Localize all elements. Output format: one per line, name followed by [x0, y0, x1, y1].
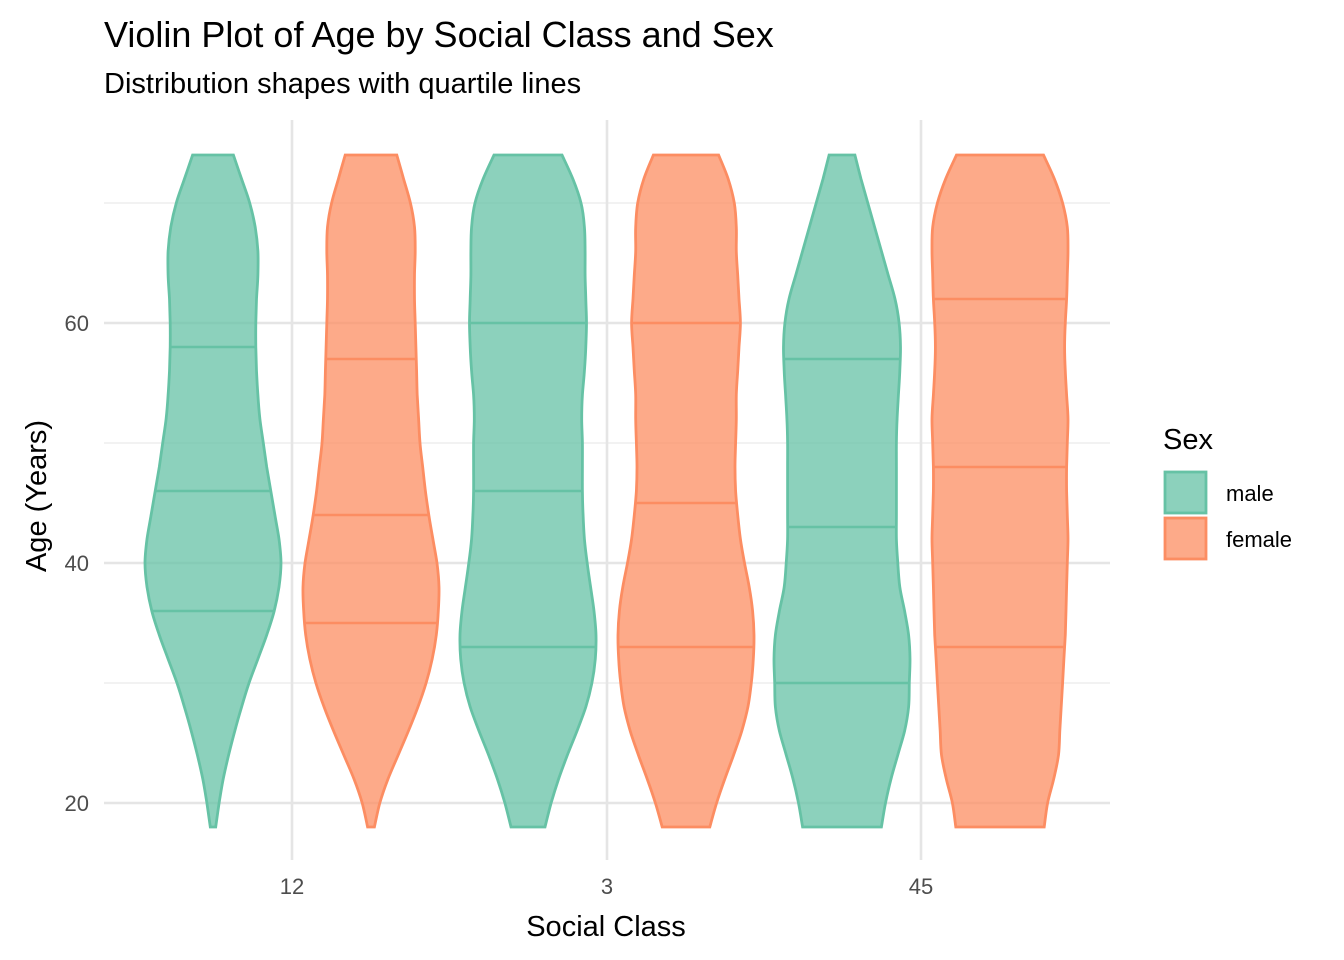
legend-key-male — [1163, 470, 1208, 515]
legend: Sex male female — [1163, 424, 1292, 561]
x-tick-label: 12 — [280, 874, 304, 899]
legend-key-female — [1163, 516, 1208, 561]
violin-male-45 — [772, 153, 912, 829]
y-axis-title: Age (Years) — [21, 420, 53, 572]
chart-subtitle: Distribution shapes with quartile lines — [104, 68, 582, 100]
y-axis-ticks: 20 40 60 — [65, 311, 89, 816]
violin-female-45 — [930, 153, 1070, 829]
legend-title: Sex — [1163, 424, 1213, 456]
y-tick-label: 40 — [65, 551, 89, 576]
x-axis-title: Social Class — [526, 911, 686, 943]
legend-label-female: female — [1226, 527, 1292, 552]
x-tick-label: 3 — [601, 874, 613, 899]
violin-layer — [143, 153, 1070, 829]
y-tick-label: 60 — [65, 311, 89, 336]
violin-female-3 — [616, 153, 756, 829]
chart-title: Violin Plot of Age by Social Class and S… — [104, 14, 774, 55]
x-tick-label: 45 — [909, 874, 933, 899]
legend-label-male: male — [1226, 481, 1274, 506]
violin-female-12 — [301, 153, 441, 829]
x-axis-ticks: 12 3 45 — [280, 874, 933, 899]
y-tick-label: 20 — [65, 791, 89, 816]
